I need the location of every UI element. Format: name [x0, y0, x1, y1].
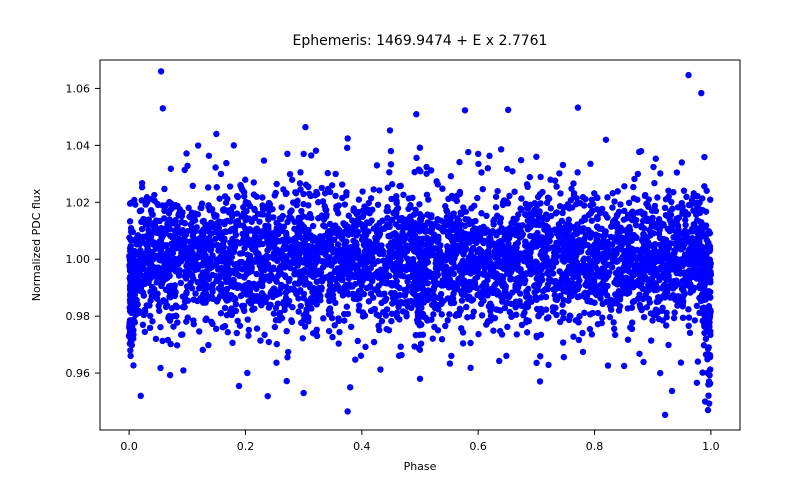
y-tick-label: 1.04: [66, 139, 91, 152]
chart-title: Ephemeris: 1469.9474 + E x 2.7761: [293, 33, 548, 49]
x-axis-label: Phase: [404, 460, 437, 473]
y-tick-label: 1.06: [66, 82, 91, 95]
x-tick-label: 0.4: [353, 440, 371, 453]
y-tick-label: 0.96: [66, 367, 91, 380]
y-axis-label: Normalized PDC flux: [30, 188, 43, 301]
x-tick-label: 0.2: [237, 440, 255, 453]
y-tick-label: 1.00: [66, 253, 91, 266]
x-tick-label: 0.6: [469, 440, 487, 453]
y-tick-label: 1.02: [66, 196, 91, 209]
x-tick-label: 0.0: [120, 440, 138, 453]
y-tick-label: 0.98: [66, 310, 91, 323]
x-tick-label: 0.8: [586, 440, 604, 453]
x-tick-label: 1.0: [702, 440, 720, 453]
phase-folded-lightcurve: 0.0 0.2 0.4 0.6 0.8 1.0 0.96 0.98 1.00 1.02 1.04 1…: [0, 0, 800, 500]
